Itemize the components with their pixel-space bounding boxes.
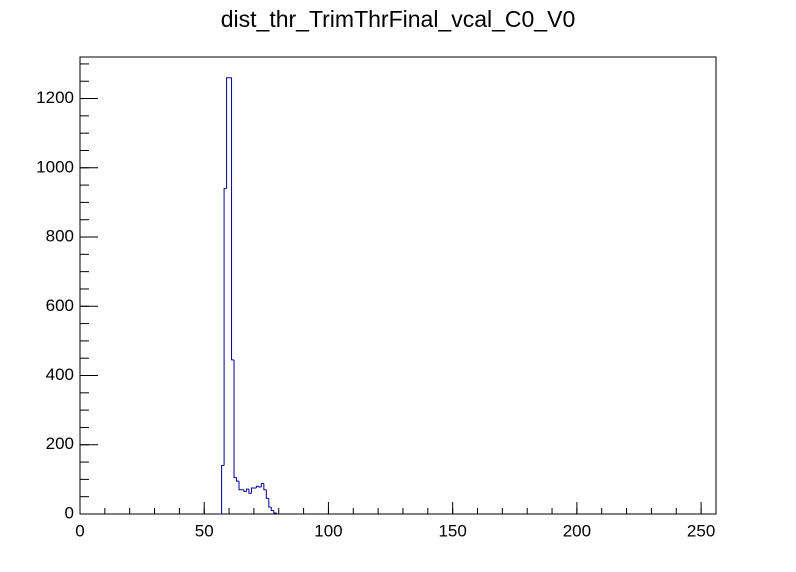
histogram-bin bbox=[248, 489, 252, 494]
chart-title: dist_thr_TrimThrFinal_vcal_C0_V0 bbox=[221, 6, 576, 32]
histogram-bin bbox=[258, 486, 262, 488]
x-tick-label: 50 bbox=[195, 521, 214, 540]
histogram-bin bbox=[260, 483, 264, 487]
histogram-bin bbox=[270, 507, 274, 512]
histogram-bin bbox=[243, 489, 247, 492]
histogram-bin bbox=[226, 77, 230, 189]
x-tick-label: 0 bbox=[75, 521, 84, 540]
histogram-bin bbox=[233, 359, 237, 479]
y-tick-label: 1000 bbox=[36, 157, 74, 176]
histogram-bin bbox=[250, 487, 254, 494]
histogram-bin bbox=[273, 510, 277, 514]
y-tick-label: 0 bbox=[65, 503, 74, 522]
histogram-bin bbox=[221, 465, 225, 514]
x-tick-label: 150 bbox=[438, 521, 466, 540]
histogram-bin bbox=[223, 188, 227, 466]
y-tick-label: 400 bbox=[46, 365, 74, 384]
histogram-bin bbox=[231, 77, 235, 361]
histogram-bin bbox=[238, 481, 242, 491]
histogram-bin bbox=[255, 485, 259, 489]
x-tick-label: 200 bbox=[563, 521, 591, 540]
y-tick-label: 1200 bbox=[36, 88, 74, 107]
x-tick-label: 100 bbox=[314, 521, 342, 540]
y-tick-label: 800 bbox=[46, 227, 74, 246]
histogram-bin bbox=[263, 483, 267, 491]
plot-frame bbox=[79, 56, 717, 515]
y-tick-label: 200 bbox=[46, 434, 74, 453]
histogram-bin bbox=[265, 489, 269, 499]
y-tick-label: 600 bbox=[46, 296, 74, 315]
histogram-bin bbox=[236, 477, 239, 482]
histogram-bin bbox=[268, 498, 272, 508]
x-tick-label: 250 bbox=[687, 521, 715, 540]
histogram-bin bbox=[245, 488, 249, 492]
